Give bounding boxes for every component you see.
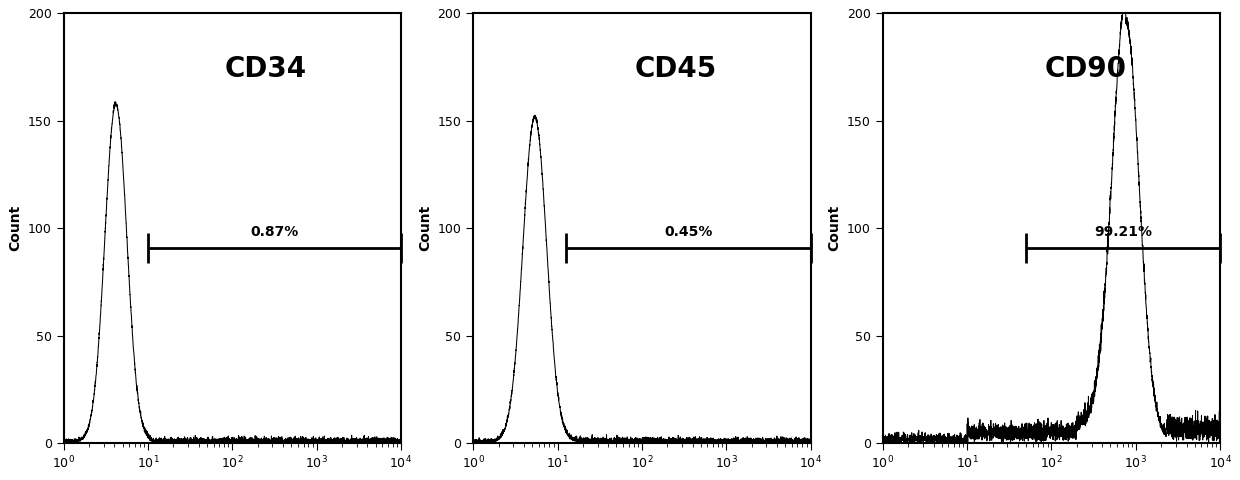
Text: 0.87%: 0.87%: [250, 225, 299, 239]
Text: 99.21%: 99.21%: [1094, 225, 1152, 239]
Text: 0.45%: 0.45%: [665, 225, 713, 239]
Y-axis label: Count: Count: [9, 205, 22, 252]
Text: CD90: CD90: [1044, 55, 1126, 83]
Y-axis label: Count: Count: [418, 205, 432, 252]
Y-axis label: Count: Count: [827, 205, 842, 252]
Text: CD45: CD45: [635, 55, 717, 83]
Text: CD34: CD34: [224, 55, 308, 83]
